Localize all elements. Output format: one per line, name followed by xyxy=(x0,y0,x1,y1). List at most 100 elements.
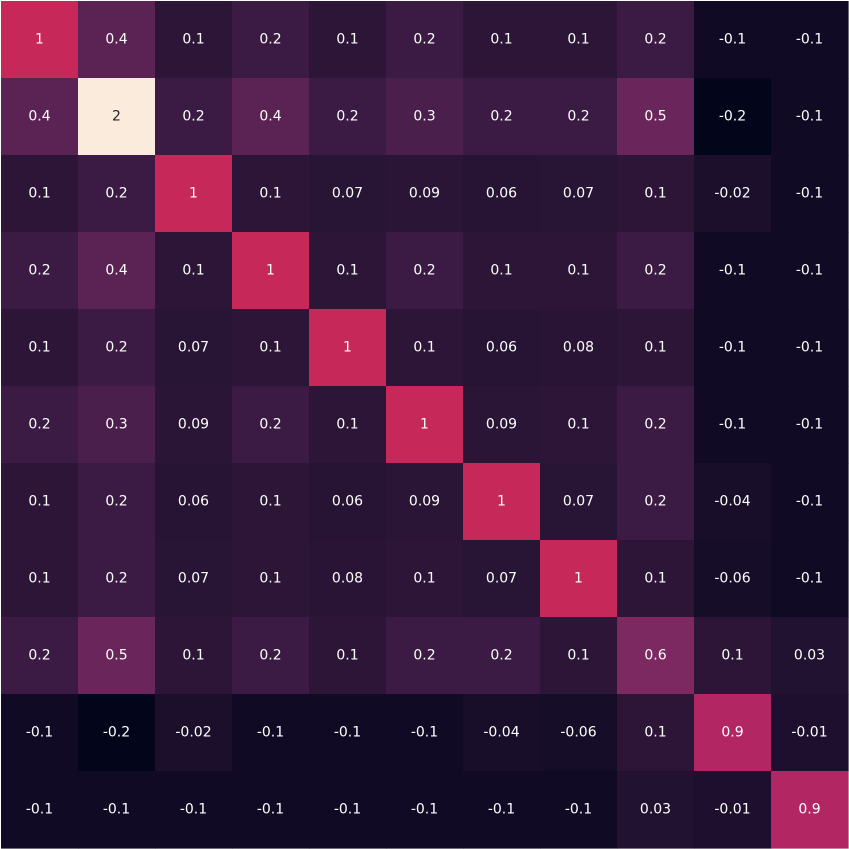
heatmap-cell-label-r9-c0: -0.1 xyxy=(26,725,53,741)
heatmap-cell-label-r0-c5: 0.2 xyxy=(413,32,435,48)
heatmap-cell-r5-c4 xyxy=(309,386,387,464)
heatmap-cell-label-r3-c4: 0.1 xyxy=(336,263,358,279)
heatmap-cell-label-r2-c6: 0.06 xyxy=(486,186,517,202)
heatmap-cell-label-r7-c3: 0.1 xyxy=(259,571,281,587)
heatmap-cell-label-r10-c4: -0.1 xyxy=(334,802,361,818)
heatmap-cell-label-r5-c8: 0.2 xyxy=(644,417,666,433)
heatmap-cell-r3-c8 xyxy=(617,232,695,310)
heatmap-cell-label-r5-c3: 0.2 xyxy=(259,417,281,433)
heatmap-cell-r2-c2 xyxy=(155,155,233,233)
heatmap-cell-label-r10-c9: -0.01 xyxy=(714,802,750,818)
heatmap-cell-r6-c5 xyxy=(386,463,464,541)
heatmap-cell-r8-c1 xyxy=(78,617,156,695)
heatmap-cell-label-r10-c5: -0.1 xyxy=(411,802,438,818)
heatmap-cell-r7-c4 xyxy=(309,540,387,618)
heatmap-cell-label-r5-c0: 0.2 xyxy=(28,417,50,433)
heatmap-cell-r5-c1 xyxy=(78,386,156,464)
heatmap-cell-label-r4-c6: 0.06 xyxy=(486,340,517,356)
heatmap-cell-r9-c1 xyxy=(78,694,156,772)
heatmap-cell-r9-c0 xyxy=(1,694,79,772)
heatmap-cell-label-r1-c1: 2 xyxy=(112,109,121,125)
heatmap-cell-label-r0-c7: 0.1 xyxy=(567,32,589,48)
heatmap-cell-label-r5-c4: 0.1 xyxy=(336,417,358,433)
heatmap-cell-r7-c6 xyxy=(463,540,541,618)
heatmap-cell-r3-c2 xyxy=(155,232,233,310)
heatmap-cell-r1-c0 xyxy=(1,78,79,156)
heatmap-cell-label-r0-c8: 0.2 xyxy=(644,32,666,48)
heatmap-cell-label-r1-c6: 0.2 xyxy=(490,109,512,125)
heatmap-cell-label-r6-c10: -0.1 xyxy=(796,494,823,510)
heatmap-cell-r6-c9 xyxy=(694,463,772,541)
heatmap-cell-r3-c10 xyxy=(771,232,849,310)
heatmap-cell-r3-c5 xyxy=(386,232,464,310)
heatmap-cell-r4-c1 xyxy=(78,309,156,387)
heatmap-cell-label-r10-c0: -0.1 xyxy=(26,802,53,818)
heatmap-cell-label-r9-c1: -0.2 xyxy=(103,725,130,741)
heatmap-cell-r2-c9 xyxy=(694,155,772,233)
heatmap-cell-r6-c4 xyxy=(309,463,387,541)
heatmap-cell-r4-c2 xyxy=(155,309,233,387)
heatmap-cell-label-r8-c0: 0.2 xyxy=(28,648,50,664)
heatmap-cell-r2-c0 xyxy=(1,155,79,233)
heatmap-cell-label-r1-c10: -0.1 xyxy=(796,109,823,125)
heatmap-cell-r1-c8 xyxy=(617,78,695,156)
heatmap-cell-label-r1-c8: 0.5 xyxy=(644,109,666,125)
heatmap-cell-r8-c3 xyxy=(232,617,310,695)
heatmap-cell-label-r0-c0: 1 xyxy=(35,32,44,48)
heatmap-cell-r4-c4 xyxy=(309,309,387,387)
heatmap-cell-r8-c8 xyxy=(617,617,695,695)
heatmap-cell-r3-c3 xyxy=(232,232,310,310)
heatmap-cell-r8-c2 xyxy=(155,617,233,695)
heatmap-cell-label-r3-c10: -0.1 xyxy=(796,263,823,279)
heatmap-cell-r10-c6 xyxy=(463,771,541,849)
heatmap-cell-label-r5-c10: -0.1 xyxy=(796,417,823,433)
heatmap-cell-label-r3-c7: 0.1 xyxy=(567,263,589,279)
heatmap-cell-label-r2-c10: -0.1 xyxy=(796,186,823,202)
heatmap-cell-r7-c2 xyxy=(155,540,233,618)
heatmap-cell-label-r9-c3: -0.1 xyxy=(257,725,284,741)
heatmap-cell-r4-c0 xyxy=(1,309,79,387)
heatmap-cell-r2-c5 xyxy=(386,155,464,233)
heatmap-cell-r10-c8 xyxy=(617,771,695,849)
heatmap-cell-r10-c10 xyxy=(771,771,849,849)
heatmap-cell-r7-c0 xyxy=(1,540,79,618)
heatmap-cell-label-r9-c2: -0.02 xyxy=(175,725,211,741)
heatmap-cell-label-r4-c10: -0.1 xyxy=(796,340,823,356)
heatmap-cell-label-r9-c6: -0.04 xyxy=(483,725,519,741)
heatmap-cell-label-r6-c4: 0.06 xyxy=(332,494,363,510)
heatmap-cell-label-r7-c10: -0.1 xyxy=(796,571,823,587)
heatmap-cell-r6-c3 xyxy=(232,463,310,541)
heatmap-cell-label-r1-c2: 0.2 xyxy=(182,109,204,125)
heatmap-cell-r0-c8 xyxy=(617,1,695,79)
heatmap-cell-r5-c8 xyxy=(617,386,695,464)
heatmap-cell-label-r10-c7: -0.1 xyxy=(565,802,592,818)
heatmap-cell-r1-c10 xyxy=(771,78,849,156)
heatmap-cell-label-r1-c3: 0.4 xyxy=(259,109,281,125)
heatmap-cell-label-r6-c7: 0.07 xyxy=(563,494,594,510)
heatmap-cell-label-r2-c9: -0.02 xyxy=(714,186,750,202)
heatmap-cell-label-r8-c4: 0.1 xyxy=(336,648,358,664)
heatmap-cell-label-r0-c9: -0.1 xyxy=(719,32,746,48)
heatmap-cell-r6-c8 xyxy=(617,463,695,541)
heatmap-cell-r0-c9 xyxy=(694,1,772,79)
heatmap-cell-label-r6-c8: 0.2 xyxy=(644,494,666,510)
heatmap-cell-label-r3-c6: 0.1 xyxy=(490,263,512,279)
heatmap-cell-label-r0-c10: -0.1 xyxy=(796,32,823,48)
heatmap-cell-label-r4-c0: 0.1 xyxy=(28,340,50,356)
heatmap-cell-label-r1-c9: -0.2 xyxy=(719,109,746,125)
heatmap-cell-r1-c4 xyxy=(309,78,387,156)
heatmap-cell-r10-c7 xyxy=(540,771,618,849)
heatmap-cell-r0-c1 xyxy=(78,1,156,79)
heatmap-cell-label-r9-c10: -0.01 xyxy=(791,725,827,741)
heatmap-cell-label-r0-c3: 0.2 xyxy=(259,32,281,48)
heatmap-cell-r4-c9 xyxy=(694,309,772,387)
heatmap-cell-label-r6-c6: 1 xyxy=(497,494,506,510)
heatmap-cell-r9-c10 xyxy=(771,694,849,772)
heatmap-cell-r0-c5 xyxy=(386,1,464,79)
heatmap-cell-label-r3-c1: 0.4 xyxy=(105,263,127,279)
heatmap-cell-label-r3-c8: 0.2 xyxy=(644,263,666,279)
heatmap-cell-r6-c10 xyxy=(771,463,849,541)
heatmap-cell-r0-c3 xyxy=(232,1,310,79)
heatmap-cell-label-r7-c2: 0.07 xyxy=(178,571,209,587)
heatmap-cell-label-r5-c5: 1 xyxy=(420,417,429,433)
